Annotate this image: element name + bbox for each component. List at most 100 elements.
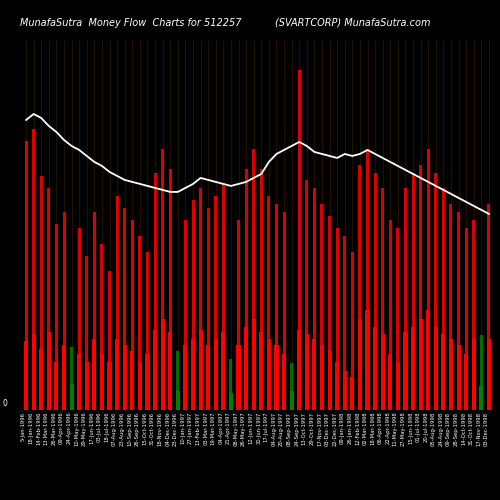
Bar bbox=[184, 345, 188, 410]
Bar bbox=[116, 196, 118, 410]
Bar bbox=[32, 129, 35, 410]
Bar bbox=[48, 188, 50, 410]
Text: 22-Dec-1997: 22-Dec-1997 bbox=[332, 412, 337, 446]
Bar bbox=[160, 319, 164, 410]
Bar bbox=[115, 339, 119, 410]
Text: 09-Sep-1998: 09-Sep-1998 bbox=[446, 412, 451, 446]
Text: 03-Dec-1997: 03-Dec-1997 bbox=[324, 412, 330, 446]
Bar bbox=[192, 200, 194, 410]
Bar bbox=[206, 208, 210, 410]
Bar bbox=[298, 70, 300, 410]
Text: 28-Sep-1998: 28-Sep-1998 bbox=[454, 412, 458, 446]
Bar bbox=[290, 362, 293, 410]
Text: 24-Sep-1997: 24-Sep-1997 bbox=[294, 412, 299, 446]
Bar bbox=[214, 196, 218, 410]
Text: 17-Jun-1996: 17-Jun-1996 bbox=[90, 412, 94, 444]
Text: 09-Apr-1996: 09-Apr-1996 bbox=[59, 412, 64, 444]
Bar bbox=[153, 330, 157, 410]
Bar bbox=[244, 168, 248, 410]
Bar bbox=[366, 310, 370, 410]
Bar bbox=[312, 339, 316, 410]
Bar bbox=[62, 212, 66, 410]
Text: 18-Jan-1996: 18-Jan-1996 bbox=[28, 412, 34, 444]
Text: 27-Jan-1997: 27-Jan-1997 bbox=[188, 412, 193, 444]
Text: 29-May-1996: 29-May-1996 bbox=[82, 412, 87, 446]
Bar bbox=[328, 216, 331, 410]
Bar bbox=[404, 188, 407, 410]
Bar bbox=[146, 354, 150, 410]
Text: 06-Apr-1998: 06-Apr-1998 bbox=[378, 412, 382, 444]
Bar bbox=[229, 392, 233, 410]
Bar bbox=[342, 371, 347, 410]
Bar bbox=[214, 339, 218, 410]
Bar bbox=[313, 188, 316, 410]
Bar bbox=[426, 149, 430, 410]
Bar bbox=[199, 188, 202, 410]
Text: 30-Jun-1997: 30-Jun-1997 bbox=[256, 412, 262, 444]
Text: (SVARTCORP) MunafaSutra.com: (SVARTCORP) MunafaSutra.com bbox=[275, 18, 430, 28]
Text: 18-Mar-1998: 18-Mar-1998 bbox=[370, 412, 375, 446]
Bar bbox=[154, 172, 156, 410]
Text: 08-May-1997: 08-May-1997 bbox=[234, 412, 238, 446]
Bar bbox=[472, 220, 476, 410]
Bar bbox=[184, 220, 187, 410]
Bar bbox=[198, 330, 202, 410]
Bar bbox=[168, 168, 172, 410]
Text: 20-Jul-1998: 20-Jul-1998 bbox=[423, 412, 428, 442]
Bar bbox=[480, 335, 483, 410]
Text: 21-Apr-1997: 21-Apr-1997 bbox=[226, 412, 231, 444]
Text: 31-Oct-1998: 31-Oct-1998 bbox=[469, 412, 474, 444]
Bar bbox=[320, 345, 324, 410]
Bar bbox=[381, 188, 384, 410]
Text: 10-May-1996: 10-May-1996 bbox=[74, 412, 79, 446]
Bar bbox=[411, 326, 415, 410]
Bar bbox=[358, 164, 362, 410]
Bar bbox=[236, 345, 240, 410]
Bar bbox=[351, 252, 354, 410]
Bar bbox=[55, 224, 58, 410]
Text: 12-Feb-1998: 12-Feb-1998 bbox=[355, 412, 360, 445]
Text: 31-Oct-1996: 31-Oct-1996 bbox=[150, 412, 155, 444]
Bar bbox=[389, 220, 392, 410]
Bar bbox=[122, 345, 127, 410]
Bar bbox=[237, 220, 240, 410]
Text: 15-Jun-1998: 15-Jun-1998 bbox=[408, 412, 413, 444]
Bar bbox=[100, 244, 103, 410]
Bar bbox=[252, 149, 255, 410]
Bar bbox=[366, 149, 369, 410]
Bar bbox=[290, 391, 294, 410]
Bar bbox=[404, 332, 407, 410]
Bar bbox=[267, 339, 271, 410]
Bar bbox=[373, 326, 377, 410]
Text: 27-May-1998: 27-May-1998 bbox=[400, 412, 406, 446]
Text: 04-Aug-1997: 04-Aug-1997 bbox=[272, 412, 276, 446]
Bar bbox=[274, 345, 278, 410]
Text: 11-May-1998: 11-May-1998 bbox=[393, 412, 398, 446]
Text: 26-Sep-1996: 26-Sep-1996 bbox=[135, 412, 140, 446]
Bar bbox=[328, 351, 332, 410]
Text: 10-Sep-1996: 10-Sep-1996 bbox=[128, 412, 132, 446]
Bar bbox=[39, 349, 44, 410]
Text: 04-Apr-1997: 04-Apr-1997 bbox=[218, 412, 224, 444]
Bar bbox=[24, 340, 28, 410]
Text: 20-Aug-1997: 20-Aug-1997 bbox=[279, 412, 284, 446]
Bar bbox=[62, 345, 66, 410]
Text: 22-Apr-1998: 22-Apr-1998 bbox=[386, 412, 390, 444]
Bar bbox=[297, 330, 302, 410]
Bar bbox=[40, 176, 42, 410]
Bar bbox=[419, 164, 422, 410]
Bar bbox=[306, 180, 308, 410]
Bar bbox=[464, 228, 468, 410]
Bar bbox=[457, 212, 460, 410]
Text: 08-Sep-1997: 08-Sep-1997 bbox=[286, 412, 292, 446]
Bar bbox=[70, 384, 73, 410]
Bar bbox=[456, 345, 460, 410]
Text: 15-Oct-1996: 15-Oct-1996 bbox=[142, 412, 148, 445]
Bar bbox=[259, 332, 264, 410]
Text: 24-Aug-1998: 24-Aug-1998 bbox=[438, 412, 444, 446]
Bar bbox=[78, 228, 80, 410]
Bar bbox=[418, 319, 422, 410]
Bar bbox=[396, 362, 400, 410]
Bar bbox=[138, 362, 142, 410]
Bar bbox=[335, 362, 339, 410]
